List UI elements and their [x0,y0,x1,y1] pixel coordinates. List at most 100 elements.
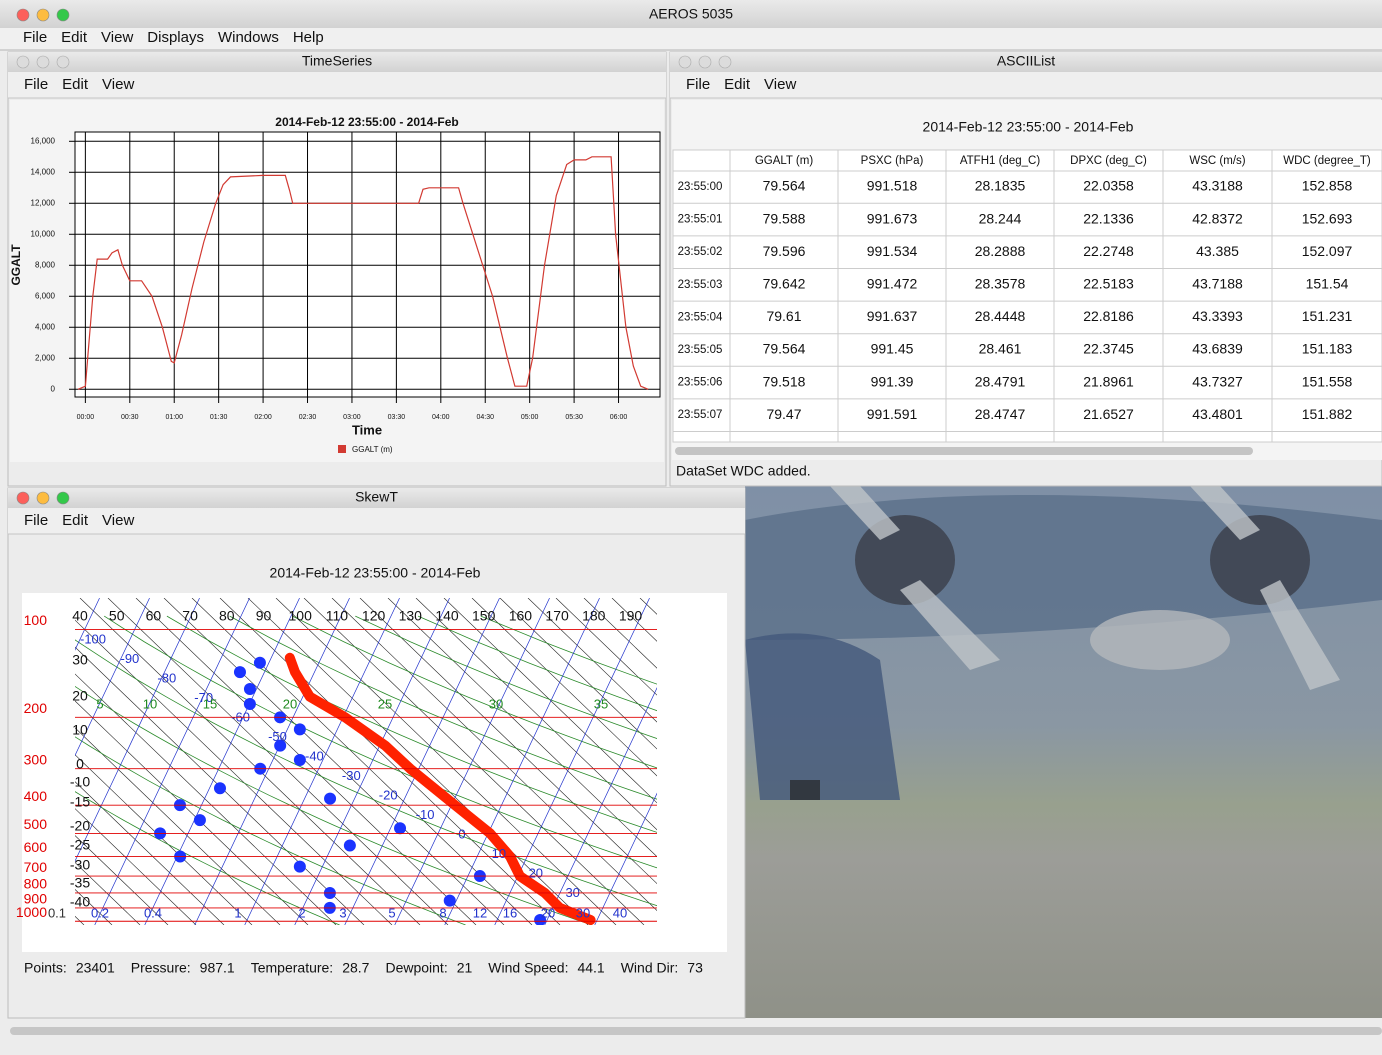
column-header: WDC (degree_T) [1283,155,1371,167]
top-label: 60 [146,608,162,624]
window-button[interactable] [17,492,29,504]
table-cell: 152.693 [1302,210,1353,226]
window-title: SkewT [355,489,398,505]
table-cell: 28.4448 [975,308,1026,324]
menu-item[interactable]: Edit [62,76,89,93]
menu-item[interactable]: File [24,512,48,529]
window-button[interactable] [57,56,69,68]
x-tick-label: 01:30 [210,414,228,421]
y-tick-label: 12,000 [31,198,56,207]
x-tick-label: 00:30 [121,414,139,421]
window-button[interactable] [57,492,69,504]
table-cell: 79.564 [763,178,806,194]
window-button[interactable] [679,56,691,68]
x-tick-label: 00:00 [77,414,95,421]
column-header: PSXC (hPa) [861,155,924,167]
footer-label: Points: [24,960,67,976]
window-button[interactable] [57,9,69,21]
table-cell: 151.183 [1302,341,1353,357]
chart-title: 2014-Feb-12 23:55:00 - 2014-Feb [275,115,458,129]
mixing-ratio-label: 0.4 [144,905,162,920]
adiabat-label: 15 [203,696,217,711]
top-label: 130 [399,608,423,624]
mixing-ratio-label: 5 [388,905,395,920]
window-button[interactable] [37,56,49,68]
menu-item[interactable]: View [101,29,133,46]
row-time: 23:55:03 [678,279,723,291]
y-tick-label: 10,000 [31,229,56,238]
x-tick-label: 04:30 [476,414,494,421]
menu-item[interactable]: Windows [218,29,279,46]
left-label: -30 [70,857,90,873]
menu-item[interactable]: Edit [62,512,89,529]
adiabat-label: 35 [594,696,608,711]
table-cell: 42.8372 [1192,210,1243,226]
mixing-ratio-label: 0.1 [48,905,66,920]
table-cell: 22.0358 [1083,178,1134,194]
mixing-ratio-label: 12 [473,905,487,920]
left-label: -25 [70,837,90,853]
x-tick-label: 05:00 [521,414,539,421]
adiabat-label: 25 [378,696,392,711]
table-cell: 991.39 [871,373,914,389]
y-tick-label: 6,000 [35,291,56,300]
menu-item[interactable]: File [24,76,48,93]
axis-label: Time [352,422,382,437]
isotherm-label: 10 [492,846,506,861]
isotherm-label: -20 [379,787,398,802]
menu-item[interactable]: Edit [61,29,88,46]
isotherm-label: -100 [80,631,106,646]
adiabat-label: 5 [96,696,103,711]
page: { "app": {"title": "AEROS 5035", "menu":… [0,0,1382,1055]
row-time: 23:55:07 [678,409,723,421]
table-cell: 151.54 [1306,276,1349,292]
window-button[interactable] [17,56,29,68]
menu-item[interactable]: Edit [724,76,751,93]
table-cell: 43.6839 [1192,341,1243,357]
table-cell: 43.3188 [1192,178,1243,194]
mixing-ratio-label: 40 [613,905,627,920]
y-tick-label: 8,000 [35,260,56,269]
column-header: DPXC (deg_C) [1070,155,1147,167]
pressure-label: 100 [24,612,48,628]
desktop: AEROS 5035 FileEditViewDisplaysWindowsHe… [0,0,1382,1055]
menu-item[interactable]: File [23,29,47,46]
x-tick-label: 04:00 [432,414,450,421]
top-label: 50 [109,608,125,624]
row-time: 23:55:01 [678,214,723,226]
window-button[interactable] [17,9,29,21]
photo-background [745,486,1382,1018]
table-cell: 43.4801 [1192,406,1243,422]
menu-item[interactable]: View [764,76,796,93]
status-strip [0,1018,1382,1055]
table-cell: 43.7188 [1192,276,1243,292]
footer-label: Dewpoint: [385,960,447,976]
menu-item[interactable]: View [102,512,134,529]
menu-item[interactable]: View [102,76,134,93]
y-tick-label: 2,000 [35,353,56,362]
window-button[interactable] [37,492,49,504]
adiabat-label: 20 [283,696,297,711]
dewpoint-point [234,666,246,678]
footer-value: 28.7 [342,960,369,976]
row-time: 23:55:00 [678,181,723,193]
window-button[interactable] [719,56,731,68]
table-cell: 991.534 [867,243,918,259]
top-label: 110 [326,608,349,624]
adiabat-label: 30 [489,696,503,711]
table-cell: 151.558 [1302,373,1353,389]
window-button[interactable] [37,9,49,21]
mixing-ratio-label: 2 [298,905,305,920]
isotherm-label: -50 [268,729,287,744]
window-title: TimeSeries [302,53,372,69]
menu-item[interactable]: Displays [147,29,204,46]
scrollbar[interactable] [10,1027,1382,1035]
window-button[interactable] [699,56,711,68]
table-scrollbar[interactable] [675,447,1253,455]
mixing-ratio-label: 0.2 [91,905,109,920]
table-cell: 22.5183 [1083,276,1134,292]
table-cell: 28.244 [979,210,1022,226]
dewpoint-point [214,782,226,794]
menu-item[interactable]: File [686,76,710,93]
menu-item[interactable]: Help [293,29,324,46]
